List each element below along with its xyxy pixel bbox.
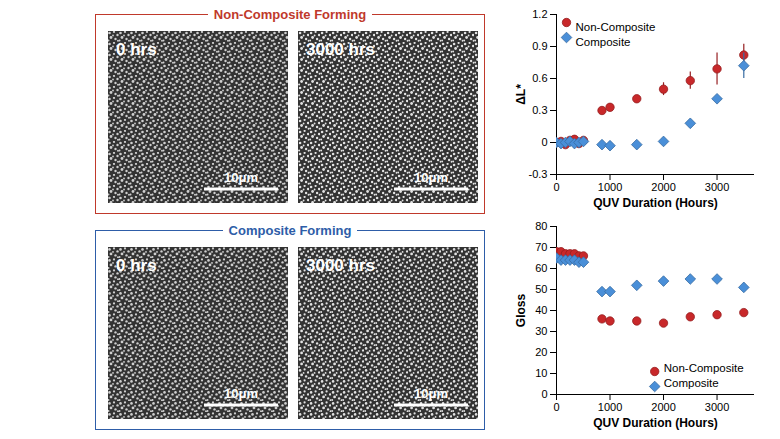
svg-text:60: 60 [535, 262, 547, 274]
svg-text:0: 0 [541, 136, 547, 148]
svg-text:Non-Composite: Non-Composite [576, 21, 656, 33]
svg-text:QUV Duration (Hours): QUV Duration (Hours) [593, 196, 718, 210]
svg-text:10μm: 10μm [414, 170, 448, 185]
svg-text:3000: 3000 [705, 401, 729, 413]
svg-text:70: 70 [535, 241, 547, 253]
svg-text:Composite: Composite [664, 377, 719, 389]
svg-text:1000: 1000 [598, 181, 622, 193]
svg-text:Composite: Composite [576, 36, 631, 48]
svg-text:-0.3: -0.3 [529, 168, 548, 180]
svg-text:2000: 2000 [651, 181, 675, 193]
svg-text:0: 0 [553, 181, 559, 193]
svg-text:2000: 2000 [651, 401, 675, 413]
svg-text:10: 10 [535, 367, 547, 379]
svg-text:0 hrs: 0 hrs [116, 40, 157, 59]
svg-text:0 hrs: 0 hrs [116, 256, 157, 275]
svg-text:10μm: 10μm [224, 170, 258, 185]
svg-text:10μm: 10μm [224, 386, 258, 401]
svg-text:0.3: 0.3 [532, 104, 547, 116]
svg-text:10μm: 10μm [414, 386, 448, 401]
svg-text:3000 hrs: 3000 hrs [306, 256, 375, 275]
html-text:Composite Forming: Composite Forming [228, 223, 352, 238]
svg-text:0: 0 [553, 401, 559, 413]
svg-text:30: 30 [535, 325, 547, 337]
svg-text:3000: 3000 [705, 181, 729, 193]
svg-text:ΔL*: ΔL* [514, 84, 528, 105]
svg-text:QUV Duration (Hours): QUV Duration (Hours) [593, 416, 718, 430]
svg-text:20: 20 [535, 346, 547, 358]
svg-text:Gloss: Gloss [514, 294, 528, 328]
html-text:Non-Composite Forming: Non-Composite Forming [213, 7, 367, 22]
svg-text:1.2: 1.2 [532, 8, 547, 20]
svg-text:0: 0 [541, 388, 547, 400]
svg-text:0.6: 0.6 [532, 72, 547, 84]
svg-text:Non-Composite: Non-Composite [664, 362, 744, 374]
svg-text:1000: 1000 [598, 401, 622, 413]
svg-text:50: 50 [535, 283, 547, 295]
svg-text:80: 80 [535, 220, 547, 232]
svg-text:40: 40 [535, 304, 547, 316]
svg-text:0.9: 0.9 [532, 40, 547, 52]
svg-text:3000 hrs: 3000 hrs [306, 40, 375, 59]
